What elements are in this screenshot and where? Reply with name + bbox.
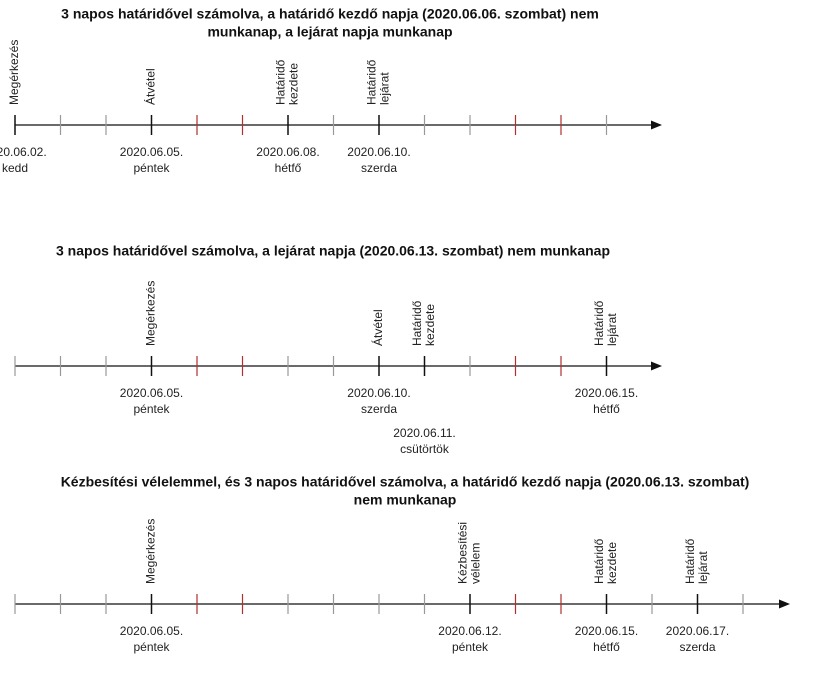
timeline-title: Kézbesítési vélelemmel, és 3 napos határ…: [61, 474, 750, 490]
event-label: Határidő: [683, 538, 697, 584]
event-label: Átvétel: [143, 68, 158, 105]
date-label: 2020.06.05.: [120, 624, 183, 638]
event-label: Határidő: [592, 300, 606, 346]
event-label: lejárat: [696, 551, 710, 584]
date-label: 2020.06.10.: [347, 145, 410, 159]
event-label: Megérkezés: [7, 40, 21, 105]
date-label: 2020.06.02.: [0, 145, 47, 159]
event-label: kezdete: [287, 63, 301, 105]
day-label: csütörtök: [400, 442, 450, 456]
event-label: Kézbesítési: [456, 522, 470, 584]
day-label: szerda: [361, 161, 397, 175]
axis-arrow: [651, 361, 662, 371]
axis-arrow: [651, 120, 662, 130]
event-label: Határidő: [365, 59, 379, 105]
event-label: Határidő: [592, 538, 606, 584]
timeline-title: munkanap, a lejárat napja munkanap: [207, 24, 452, 40]
day-label: hétfő: [275, 161, 302, 175]
date-label: 2020.06.10.: [347, 386, 410, 400]
day-label: péntek: [452, 640, 489, 654]
day-label: hétfő: [593, 402, 620, 416]
date-label: 2020.06.12.: [438, 624, 501, 638]
day-label: kedd: [2, 161, 28, 175]
day-label: péntek: [133, 640, 170, 654]
date-label: 2020.06.17.: [666, 624, 729, 638]
event-label: Határidő: [274, 59, 288, 105]
day-label: szerda: [361, 402, 397, 416]
event-label: vélelem: [469, 543, 483, 584]
event-label: Megérkezés: [144, 519, 158, 584]
date-label: 2020.06.05.: [120, 145, 183, 159]
event-label: Átvétel: [370, 309, 385, 346]
event-label: Határidő: [410, 300, 424, 346]
timeline-title: 3 napos határidővel számolva, a lejárat …: [56, 243, 610, 259]
timeline-title: 3 napos határidővel számolva, a határidő…: [61, 6, 599, 22]
event-label: lejárat: [378, 72, 392, 105]
day-label: szerda: [679, 640, 715, 654]
event-label: Megérkezés: [144, 281, 158, 346]
date-label: 2020.06.05.: [120, 386, 183, 400]
date-label: 2020.06.08.: [256, 145, 319, 159]
event-label: kezdete: [423, 304, 437, 346]
axis-arrow: [779, 599, 790, 609]
event-label: lejárat: [605, 313, 619, 346]
timeline-title: nem munkanap: [354, 492, 457, 508]
date-label: 2020.06.15.: [575, 624, 638, 638]
day-label: hétfő: [593, 640, 620, 654]
day-label: péntek: [133, 161, 170, 175]
date-label: 2020.06.15.: [575, 386, 638, 400]
day-label: péntek: [133, 402, 170, 416]
event-label: kezdete: [605, 542, 619, 584]
date-label: 2020.06.11.: [393, 426, 456, 440]
